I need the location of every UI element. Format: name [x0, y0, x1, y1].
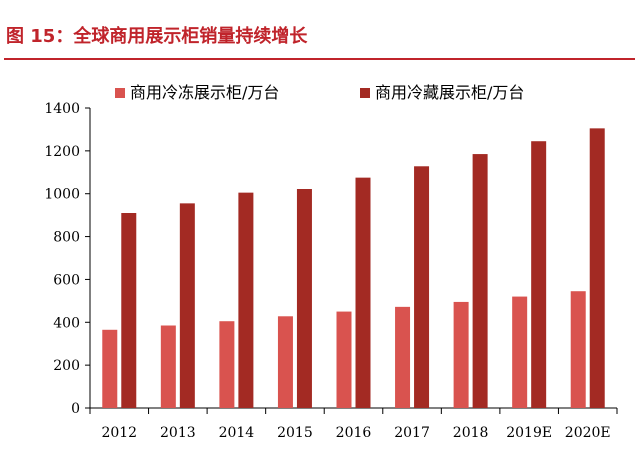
legend-swatch-2: [360, 88, 370, 98]
legend-swatch-1: [115, 88, 125, 98]
bar-refrigerated-2019E: [531, 141, 547, 408]
x-tick-label: 2020E: [565, 425, 611, 441]
x-axis: 2012 2013 2014 2015 2016 2017 2018 2019E 2020E: [89, 407, 618, 441]
bar-frozen-2014: [219, 321, 235, 408]
legend-label-2: 商用冷藏展示柜/万台: [375, 83, 524, 102]
x-tick-label: 2017: [394, 425, 430, 441]
bar-refrigerated-2017: [414, 166, 430, 408]
x-tick-label: 2016: [336, 425, 372, 441]
y-tick-label: 1000: [44, 187, 80, 203]
bar-refrigerated-2020E: [589, 128, 605, 408]
bar-refrigerated-2016: [355, 177, 371, 408]
y-axis: 0 200 400 600 800 1000 1200 1400: [44, 101, 91, 417]
figure-title: 图 15：全球商用展示柜销量持续增长: [6, 26, 308, 47]
bar-refrigerated-2014: [238, 192, 254, 408]
x-tick-label: 2013: [160, 425, 196, 441]
y-tick-label: 600: [53, 272, 80, 288]
bar-refrigerated-2012: [121, 213, 137, 408]
bars: [102, 128, 605, 408]
x-tick-label: 2018: [453, 425, 489, 441]
y-tick-label: 0: [71, 401, 80, 417]
bar-frozen-2012: [102, 329, 118, 408]
bar-frozen-2015: [277, 316, 293, 408]
bar-refrigerated-2013: [179, 203, 195, 408]
y-tick-label: 1200: [44, 144, 80, 160]
bar-refrigerated-2015: [296, 189, 312, 408]
y-tick-label: 200: [53, 358, 80, 374]
title-divider: [4, 58, 635, 60]
legend: 商用冷冻展示柜/万台 商用冷藏展示柜/万台: [115, 83, 524, 102]
bar-frozen-2016: [336, 311, 352, 408]
x-tick-label: 2019E: [506, 425, 552, 441]
bar-frozen-2017: [395, 306, 411, 408]
x-tick-label: 2015: [277, 425, 313, 441]
bar-frozen-2019E: [512, 296, 528, 408]
legend-label-1: 商用冷冻展示柜/万台: [130, 83, 279, 102]
x-tick-label: 2014: [219, 425, 255, 441]
bar-frozen-2020E: [570, 291, 586, 408]
y-tick-label: 400: [53, 315, 80, 331]
y-tick-label: 1400: [44, 101, 80, 117]
bar-frozen-2018: [453, 301, 469, 408]
x-tick-label: 2012: [101, 425, 137, 441]
bar-frozen-2013: [160, 325, 176, 408]
y-tick-label: 800: [53, 230, 80, 246]
bar-refrigerated-2018: [472, 154, 488, 408]
